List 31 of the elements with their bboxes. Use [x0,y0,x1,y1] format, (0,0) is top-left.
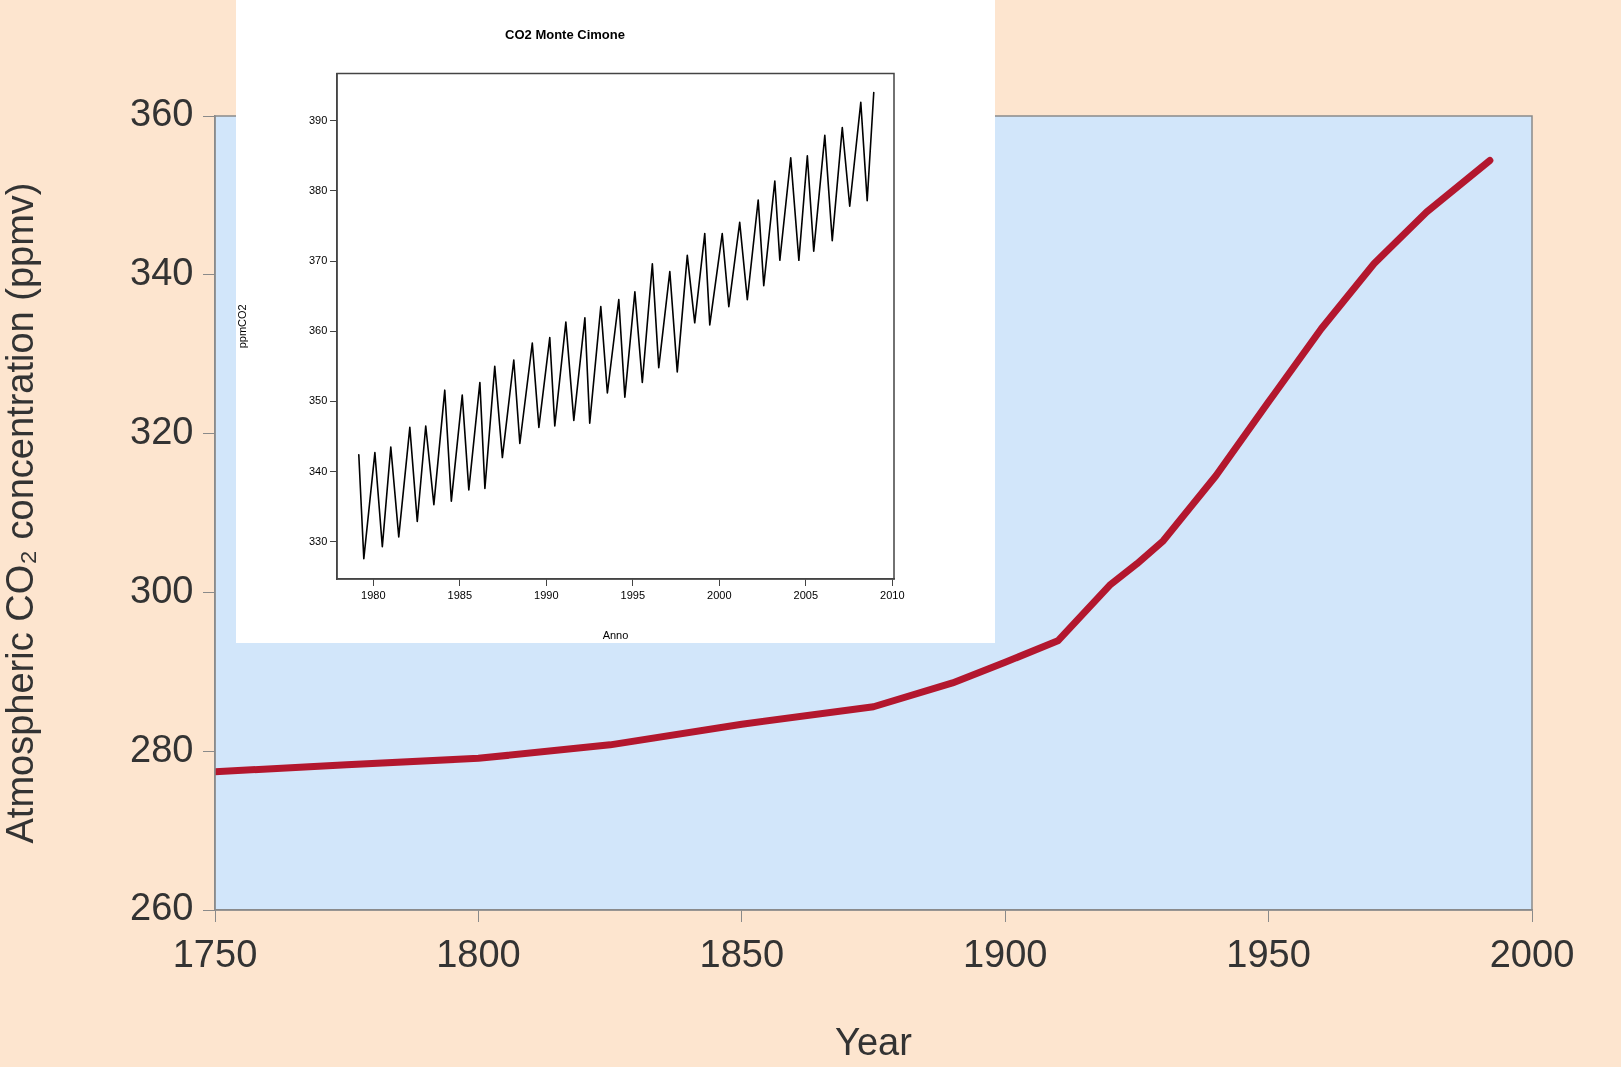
x-tick-label: 1980 [361,588,386,601]
x-tick-label: 1750 [172,932,258,975]
y-tick-label: 330 [308,534,328,547]
x-tick-label: 1900 [962,932,1048,975]
y-axis-title: Atmospheric CO₂ concentration (ppmv) [0,182,42,844]
x-tick-label: 1985 [447,588,473,601]
y-tick-label: 350 [308,394,328,407]
y-tick-label: 300 [130,568,194,611]
y-axis-title: ppmCO2 [235,304,248,349]
x-tick-label: 2005 [793,588,819,601]
y-tick-label: 370 [308,254,328,267]
x-tick-label: 1995 [620,588,646,601]
y-tick-label: 360 [308,324,328,337]
y-tick-label: 280 [130,727,194,770]
y-tick-label: 360 [130,92,194,135]
x-tick-label: 2010 [880,588,905,601]
y-tick-label: 390 [308,113,328,126]
y-tick-label: 260 [130,886,194,929]
x-tick-label: 1950 [1226,932,1311,975]
y-tick-label: 340 [308,464,328,477]
y-tick-label: 320 [130,410,194,453]
x-axis-title: Year [835,1020,913,1063]
chart-title: CO2 Monte Cimone [505,27,625,43]
x-tick-label: 1990 [534,588,559,601]
x-axis-title: Anno [602,629,629,642]
y-tick-label: 340 [130,251,194,294]
x-tick-label: 2000 [707,588,732,601]
x-tick-label: 1850 [699,932,785,975]
y-tick-label: 380 [308,183,328,196]
x-tick-label: 1800 [436,932,521,975]
x-tick-label: 2000 [1489,932,1575,975]
